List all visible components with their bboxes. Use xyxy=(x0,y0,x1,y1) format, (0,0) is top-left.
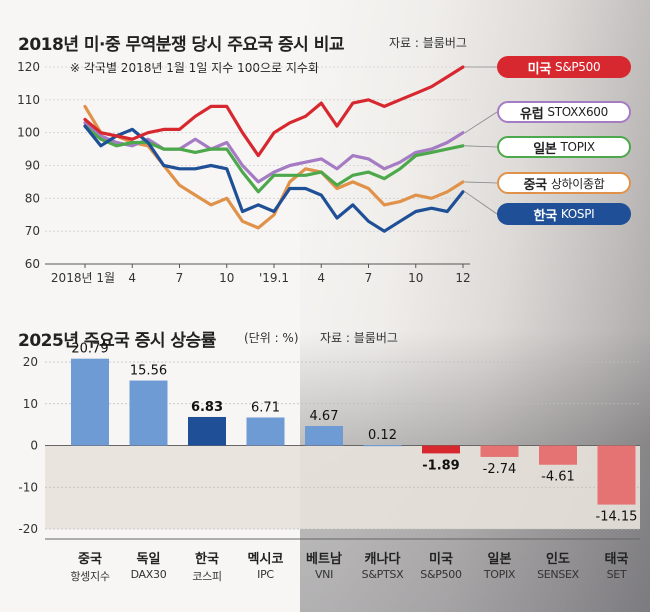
series-line-europe xyxy=(83,121,465,184)
bar-value-label: -1.89 xyxy=(422,458,459,473)
bar-category-label: 독일 xyxy=(136,552,161,567)
bar-index-label: S&PTSX xyxy=(361,568,404,581)
line-x-tick-label: 10 xyxy=(219,271,234,285)
bar-항셍지수 xyxy=(71,358,109,446)
bar-y-tick-label: 0 xyxy=(30,439,38,453)
legend-index: S&P500 xyxy=(555,60,601,74)
line-x-tick-label: 4 xyxy=(128,271,136,285)
legend-badge-korea: 한국 KOSPI xyxy=(497,203,631,225)
legend-country: 일본 xyxy=(533,141,557,157)
bar-y-tick-label: 10 xyxy=(23,397,38,411)
bar-S&PTSX xyxy=(363,444,402,447)
line-x-tick-label: 7 xyxy=(176,271,184,285)
legend-badge-europe: 유럽 STOXX600 xyxy=(497,101,631,123)
bar-category-label: 한국 xyxy=(195,552,219,567)
top-chart-source: 자료 : 블룸버그 xyxy=(389,36,467,50)
bar-index-label: VNI xyxy=(314,568,334,581)
bar-category-label: 캐나다 xyxy=(364,552,401,567)
bar-value-label: 4.67 xyxy=(310,409,339,424)
bottom-chart-source: 자료 : 블룸버그 xyxy=(320,331,398,345)
legend-country: 미국 xyxy=(527,61,552,77)
bar-index-label: TOPIX xyxy=(483,568,516,581)
bar-value-label: -2.74 xyxy=(483,462,517,477)
series-line-usa xyxy=(83,65,465,158)
bar-category-label: 멕시코 xyxy=(247,552,284,567)
line-y-tick-label: 100 xyxy=(17,126,40,140)
series-line-korea xyxy=(83,124,465,233)
bar-index-label: IPC xyxy=(257,568,274,581)
bar-value-label: -4.61 xyxy=(541,470,575,485)
bar-value-label: 15.56 xyxy=(130,364,167,379)
bottom-chart-unit: (단위 : %) xyxy=(244,331,299,345)
bar-y-tick-label: -20 xyxy=(18,522,38,536)
bar-category-label: 태국 xyxy=(604,552,629,567)
bar-IPC xyxy=(246,417,285,446)
line-x-tick-label: 10 xyxy=(408,271,423,285)
bar-index-label: S&P500 xyxy=(420,568,462,581)
bar-value-label: -14.15 xyxy=(596,510,638,525)
legend-index: KOSPI xyxy=(560,207,595,221)
line-y-tick-label: 60 xyxy=(25,257,40,271)
line-y-tick-label: 120 xyxy=(17,60,40,74)
bar-value-label: 6.83 xyxy=(191,400,223,415)
bar-DAX30 xyxy=(129,380,168,446)
legend-index: STOXX600 xyxy=(547,105,608,119)
bar-category-label: 일본 xyxy=(487,552,512,567)
bar-SET xyxy=(597,445,636,505)
line-y-tick-label: 80 xyxy=(25,191,40,205)
legend-index: 상하이종합 xyxy=(550,176,605,191)
bottom-chart-title: 2025년 주요국 증시 상승률 xyxy=(18,331,216,351)
bar-y-tick-label: -10 xyxy=(18,480,38,494)
bar-category-label: 베트남 xyxy=(306,552,342,567)
bar-value-label: 20.79 xyxy=(71,342,108,357)
line-x-tick-label: 12 xyxy=(455,271,470,285)
legend-country: 유럽 xyxy=(520,106,544,122)
bar-y-tick-label: 20 xyxy=(23,355,38,369)
legend-badge-usa: 미국 S&P500 xyxy=(497,56,631,78)
legend-leader-china xyxy=(464,181,498,184)
legend-badge-japan: 일본 TOPIX xyxy=(497,136,631,158)
legend-country: 중국 xyxy=(523,177,547,193)
bar-value-label: 0.12 xyxy=(368,428,397,443)
line-y-tick-label: 70 xyxy=(25,224,40,238)
line-y-tick-label: 110 xyxy=(17,93,40,107)
legend-index: TOPIX xyxy=(560,140,596,154)
bar-S&P500 xyxy=(422,445,460,454)
bar-category-label: 중국 xyxy=(78,552,102,567)
bar-코스피 xyxy=(188,416,226,446)
bar-SENSEX xyxy=(539,445,577,465)
line-x-tick-label: 7 xyxy=(365,271,373,285)
top-chart-note: ※ 각국별 2018년 1월 1일 지수 100으로 지수화 xyxy=(70,61,319,75)
series-line-china xyxy=(83,104,465,230)
bar-index-label: 코스피 xyxy=(192,570,222,583)
bar-category-label: 미국 xyxy=(429,552,453,567)
bar-category-label: 인도 xyxy=(546,552,570,567)
legend-country: 한국 xyxy=(533,208,558,224)
line-x-tick-label: '19.1 xyxy=(259,271,289,285)
bar-VNI xyxy=(305,426,343,446)
line-x-tick-label: 4 xyxy=(317,271,325,285)
top-chart-title: 2018년 미·중 무역분쟁 당시 주요국 증시 비교 xyxy=(18,35,345,55)
legend-badge-china: 중국 상하이종합 xyxy=(497,172,631,194)
bar-index-label: 항셍지수 xyxy=(70,570,110,583)
bar-index-label: SENSEX xyxy=(537,568,579,581)
legend-leader-korea xyxy=(464,191,498,215)
bar-TOPIX xyxy=(480,445,519,457)
line-x-tick-label: 2018년 1월 xyxy=(51,271,115,285)
bar-index-label: SET xyxy=(606,568,627,581)
legend-leader-japan xyxy=(464,145,498,148)
bar-value-label: 6.71 xyxy=(251,400,280,415)
line-y-tick-label: 90 xyxy=(25,159,40,173)
bar-index-label: DAX30 xyxy=(130,568,167,581)
legend-leader-europe xyxy=(464,111,498,134)
